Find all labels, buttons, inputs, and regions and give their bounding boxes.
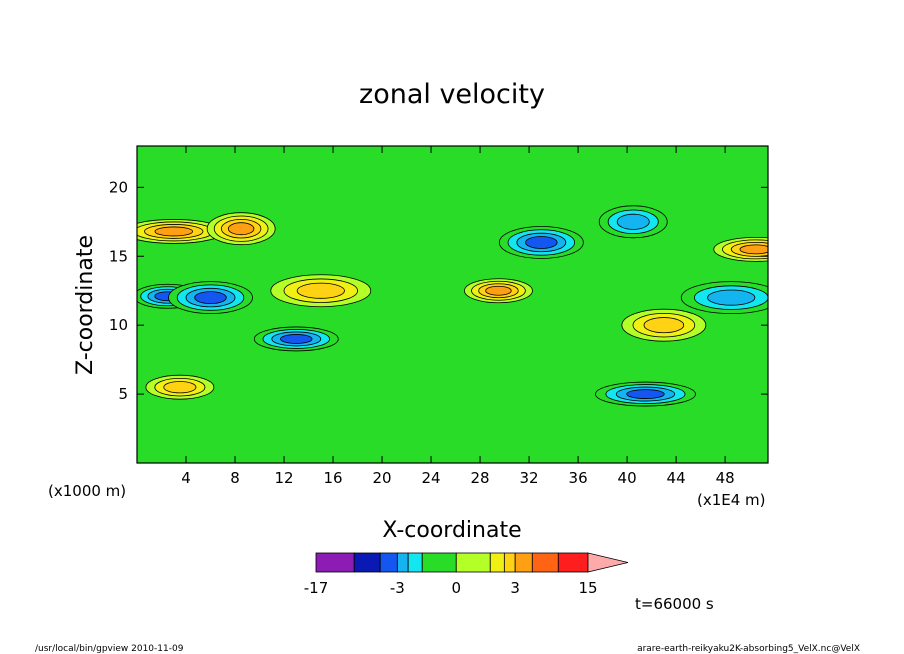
field-feature	[595, 381, 696, 407]
field-feature	[598, 205, 668, 239]
field-feature	[168, 281, 253, 315]
colorbar-segment	[531, 552, 559, 573]
field-feature	[206, 212, 276, 246]
time-label: t=66000 s	[635, 595, 714, 613]
colorbar: -17 -3 0 3 15	[304, 552, 629, 597]
contour-band	[643, 317, 685, 334]
contour-band	[280, 334, 313, 344]
x-tick-label: 16	[323, 469, 342, 487]
x-tick-label: 48	[716, 469, 735, 487]
colorbar-segment	[396, 552, 409, 573]
contour-band	[296, 282, 345, 299]
y-tick-label: 5	[118, 385, 128, 403]
x-tick-label: 36	[569, 469, 588, 487]
x-tick-label: 20	[373, 469, 392, 487]
contour-band	[739, 244, 768, 255]
footer-left: /usr/local/bin/gpview 2010-11-09	[35, 644, 184, 654]
colorbar-label: -3	[390, 579, 405, 597]
colorbar-segment	[489, 552, 505, 573]
chart-title: zonal velocity	[359, 79, 545, 110]
field-feature	[680, 281, 768, 315]
x-tick-label: 44	[667, 469, 686, 487]
colorbar-segment	[557, 552, 589, 573]
y-tick-label: 15	[109, 247, 128, 265]
colorbar-segment	[315, 552, 355, 573]
x-unit-right: (x1E4 m)	[697, 491, 766, 509]
contour-band	[707, 289, 756, 306]
contour-band	[154, 226, 193, 237]
contour-band	[525, 236, 558, 249]
x-tick-label: 12	[274, 469, 293, 487]
x-tick-label: 40	[618, 469, 637, 487]
velocity-field	[137, 205, 768, 407]
x-axis: 4 8 12 16 20 24 28 32 36 40 44 48	[181, 146, 735, 487]
colorbar-label: 15	[578, 579, 597, 597]
colorbar-segment	[421, 552, 457, 573]
colorbar-extend-arrow	[587, 552, 629, 573]
x-axis-label: X-coordinate	[382, 518, 521, 543]
field-feature	[621, 308, 707, 342]
field-feature	[253, 326, 339, 352]
y-tick-label: 20	[109, 178, 128, 196]
plot-area	[136, 145, 769, 464]
field-feature	[137, 219, 225, 244]
field-feature	[464, 278, 533, 304]
footer-right: arare-earth-reikyaku2K-absorbing5_VelX.n…	[637, 644, 860, 654]
contour-band	[626, 389, 665, 399]
field-feature	[145, 374, 215, 400]
y-axis: 5 10 15 20	[109, 178, 768, 403]
colorbar-segment	[407, 552, 423, 573]
contour-band	[616, 213, 650, 230]
contour-band	[163, 381, 197, 394]
colorbar-segment	[353, 552, 381, 573]
x-tick-label: 8	[230, 469, 240, 487]
colorbar-label: -17	[304, 579, 329, 597]
colorbar-label: 0	[451, 579, 461, 597]
field-feature	[270, 274, 372, 308]
plot-frame	[136, 145, 769, 464]
colorbar-segment	[514, 552, 533, 573]
x-unit-left: (x1000 m)	[48, 482, 126, 500]
field-feature	[713, 236, 768, 262]
contour-band	[194, 291, 227, 305]
field-feature	[498, 226, 584, 259]
colorbar-segment	[379, 552, 398, 573]
y-tick-label: 10	[109, 316, 128, 334]
x-tick-label: 24	[422, 469, 441, 487]
colorbar-segment	[503, 552, 516, 573]
colorbar-segment	[455, 552, 491, 573]
x-tick-label: 4	[181, 469, 191, 487]
y-axis-label: Z-coordinate	[73, 235, 98, 375]
contour-band	[227, 222, 255, 236]
x-tick-label: 28	[471, 469, 490, 487]
contour-band	[485, 285, 512, 296]
x-tick-label: 32	[520, 469, 539, 487]
colorbar-label: 3	[510, 579, 520, 597]
